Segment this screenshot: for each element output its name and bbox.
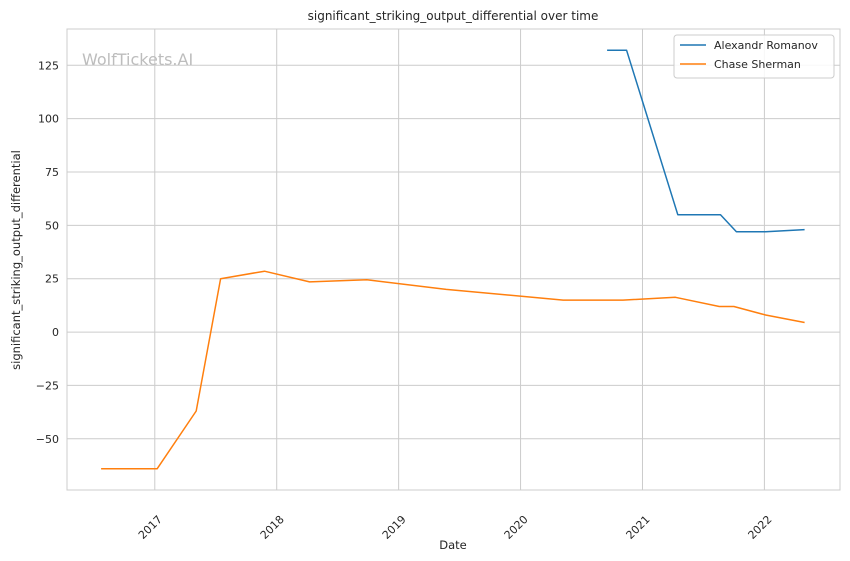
watermark: WolfTickets.AI xyxy=(82,50,193,69)
x-tick-label: 2021 xyxy=(624,513,653,542)
y-tick-label: 50 xyxy=(45,219,59,232)
grid xyxy=(67,29,840,490)
y-tick-label: −50 xyxy=(36,433,59,446)
legend-box xyxy=(673,34,835,79)
y-tick-label: 25 xyxy=(45,273,59,286)
legend-label-alexandr-romanov: Alexandr Romanov xyxy=(714,39,818,52)
y-tick-label: −25 xyxy=(36,379,59,392)
chart-title: significant_striking_output_differential… xyxy=(308,9,599,23)
y-tick-label: 125 xyxy=(38,59,59,72)
x-tick-label: 2017 xyxy=(136,513,165,542)
y-tick-label: 100 xyxy=(38,113,59,126)
series-line-alexandr-romanov xyxy=(607,49,805,233)
series-line-chase-sherman xyxy=(101,270,805,470)
x-tick-label: 2019 xyxy=(380,513,409,542)
plot-area xyxy=(66,28,841,491)
y-tick-label: 0 xyxy=(52,326,59,339)
y-tick-label: 75 xyxy=(45,166,59,179)
x-tick-label: 2018 xyxy=(258,513,287,542)
y-axis-label: significant_striking_output_differential xyxy=(9,150,23,370)
y-axis-ticks: 125 100 75 50 25 0 −25 −50 xyxy=(36,59,59,445)
x-tick-label: 2020 xyxy=(502,513,531,542)
legend-label-chase-sherman: Chase Sherman xyxy=(714,58,801,71)
x-axis-label: Date xyxy=(439,538,467,552)
series-group xyxy=(101,49,805,470)
x-tick-label: 2022 xyxy=(746,513,775,542)
legend: Alexandr Romanov Chase Sherman xyxy=(673,34,835,79)
